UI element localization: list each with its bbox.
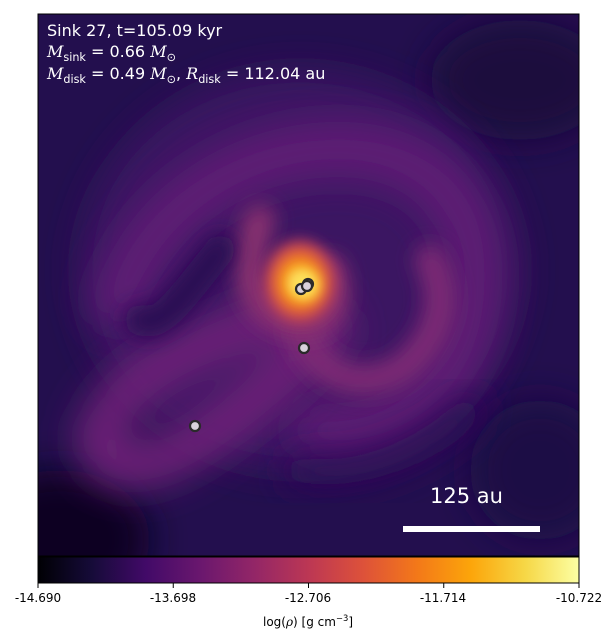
colorbar-tick-label: -10.722 [555,591,603,605]
sink-title: Sink 27, t=105.09 kyr [47,21,223,40]
colorbar-tick-label: -14.690 [14,591,62,605]
disk-mass-subscript: disk [63,73,86,87]
disk-mass-value: 0.49 [109,64,146,83]
colorbar-tick-label: -11.714 [419,591,467,605]
colorbar-gradient [38,557,579,583]
sink-marker [300,279,314,293]
colorbar-label: log(ρ) [g cm−3] [263,613,353,629]
scale-bar [403,526,540,532]
sink-marker [297,341,311,355]
disk-radius-value: 112.04 [244,64,301,83]
disk-mass-unit: M [150,64,167,83]
colorbar-tick-label: -13.698 [149,591,197,605]
sink-mass-value: 0.66 [109,42,146,61]
sink-mass-symbol: M [47,42,64,61]
scale-bar-label: 125 au [430,484,503,508]
disk-radius-unit: au [305,64,326,83]
disk-radius-subscript: disk [198,73,221,87]
colorbar [37,556,580,588]
sink-marker [188,419,202,433]
disk-mass-symbol: M [47,64,64,83]
disk-line: Mdisk = 0.49 M⊙, Rdisk = 112.04 au [47,64,326,87]
sink-mass-line: Msink = 0.66 M⊙ [47,42,176,65]
density-map [38,14,579,556]
colorbar-tick-label: -12.706 [284,591,332,605]
disk-radius-symbol: R [186,64,199,83]
sink-mass-unit: M [150,42,167,61]
disk-mass-unit-sub: ⊙ [166,73,176,87]
sink-mass-unit-sub: ⊙ [166,51,176,65]
sink-mass-subscript: sink [63,51,86,65]
